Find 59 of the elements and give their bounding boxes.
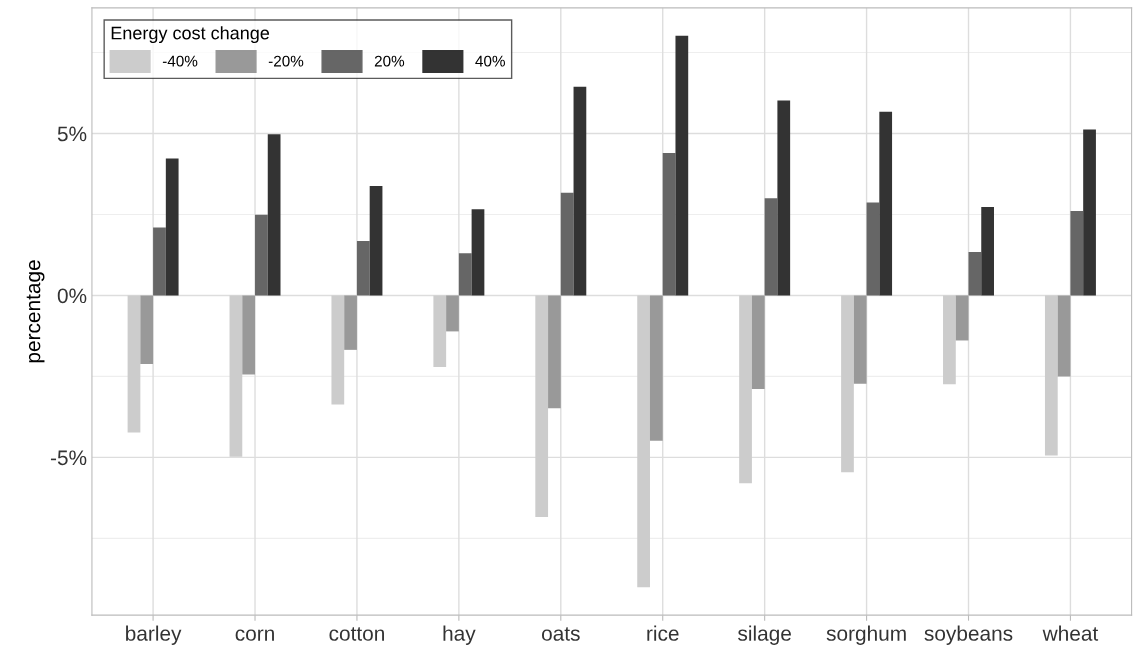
bar	[535, 295, 549, 517]
x-tick-label: barley	[126, 625, 182, 645]
bar	[446, 295, 459, 332]
bar	[841, 295, 854, 473]
bar	[637, 295, 650, 588]
bar	[255, 214, 268, 296]
bar	[331, 295, 345, 405]
bar	[739, 295, 752, 484]
bar	[1057, 295, 1071, 377]
x-tick-label: rice	[647, 625, 679, 641]
x-tick-label: hay	[443, 625, 476, 645]
bar	[751, 295, 765, 390]
y-tick-label: -5%	[50, 450, 87, 466]
bar	[968, 252, 982, 296]
bar	[777, 100, 791, 296]
bar	[662, 152, 676, 296]
bar	[1070, 210, 1084, 296]
bar	[943, 295, 956, 385]
legend-label: -20%	[268, 55, 304, 67]
x-tick-label: corn	[235, 629, 274, 641]
bar	[866, 202, 880, 296]
x-tick-label: sorghum	[826, 625, 906, 645]
x-tick-label: soybeans	[924, 625, 1013, 645]
bar	[153, 227, 166, 296]
x-tick-label: silage	[738, 625, 791, 645]
bar	[127, 295, 141, 433]
bar	[242, 295, 256, 375]
bar	[981, 207, 994, 296]
bar	[955, 295, 969, 341]
legend-label: 40%	[475, 55, 505, 67]
x-tick-label: oats	[541, 627, 580, 641]
bar	[573, 86, 587, 296]
y-tick-label: 0%	[57, 288, 87, 304]
y-axis-title: percentage	[26, 260, 45, 363]
bar	[879, 111, 893, 296]
bar	[356, 241, 370, 296]
bar	[165, 158, 179, 296]
bar	[548, 295, 561, 409]
bar	[675, 35, 689, 296]
bar	[560, 192, 574, 296]
y-tick-label: 5%	[57, 126, 87, 142]
bar	[1044, 295, 1058, 456]
bar	[853, 295, 867, 384]
bar	[764, 198, 778, 296]
bar	[458, 253, 472, 296]
legend-title: Energy cost change	[111, 26, 270, 43]
bar	[229, 295, 243, 457]
bar	[267, 134, 281, 296]
bar	[471, 209, 485, 296]
bar	[140, 295, 154, 365]
bar	[344, 295, 357, 350]
x-tick-label: cotton	[329, 627, 384, 641]
x-tick-label: wheat	[1042, 625, 1099, 641]
bar	[1083, 129, 1096, 296]
legend-label: 20%	[374, 55, 405, 67]
bar	[433, 295, 447, 368]
bar	[649, 295, 663, 441]
legend-label: -40%	[162, 55, 198, 67]
bar	[369, 185, 383, 296]
